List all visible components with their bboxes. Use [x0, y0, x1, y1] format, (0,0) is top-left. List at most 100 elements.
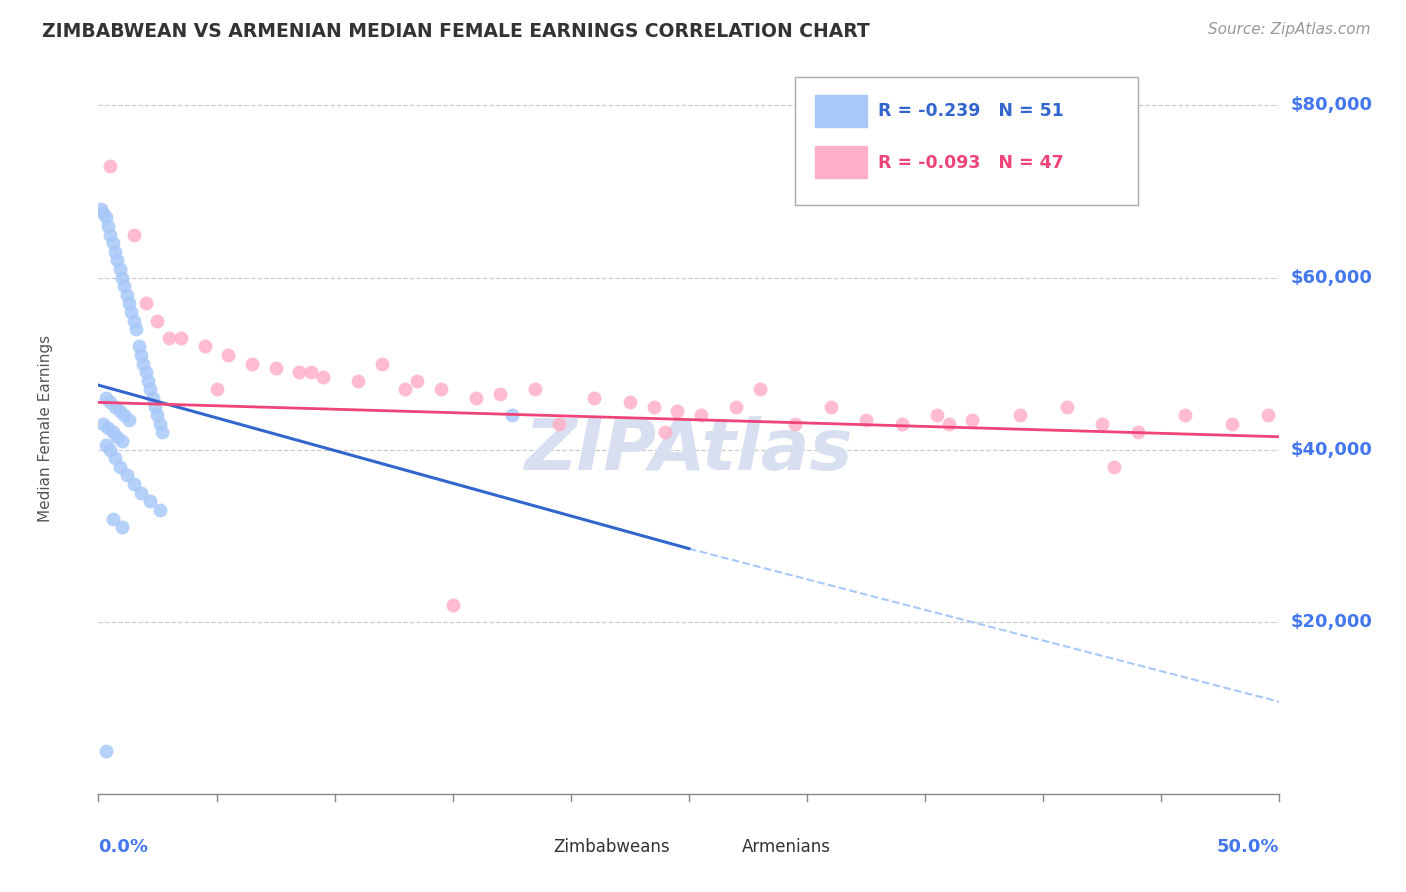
Point: [394, 383, 416, 397]
Point: [128, 339, 150, 353]
Point: [264, 360, 287, 375]
Point: [118, 296, 141, 310]
Point: [299, 365, 322, 379]
Point: [91, 206, 114, 220]
Point: [619, 395, 641, 409]
Point: [101, 236, 124, 251]
Text: 0.0%: 0.0%: [98, 838, 149, 855]
Point: [1091, 417, 1114, 431]
Text: 50.0%: 50.0%: [1218, 838, 1279, 855]
Point: [430, 383, 453, 397]
Point: [112, 409, 135, 423]
Point: [1126, 425, 1149, 440]
Point: [132, 357, 155, 371]
Point: [288, 365, 311, 379]
Point: [1220, 417, 1243, 431]
Point: [104, 244, 127, 259]
Point: [371, 357, 394, 371]
Point: [142, 391, 165, 405]
Point: [139, 383, 162, 397]
Point: [217, 348, 239, 362]
Text: $60,000: $60,000: [1291, 268, 1372, 286]
Point: [855, 412, 877, 426]
Point: [129, 485, 152, 500]
Point: [108, 404, 131, 418]
Point: [1056, 400, 1078, 414]
Point: [98, 159, 121, 173]
Point: [115, 287, 138, 301]
Point: [136, 374, 159, 388]
Point: [108, 262, 131, 277]
Point: [98, 227, 121, 242]
Point: [501, 409, 523, 423]
Point: [129, 348, 152, 362]
Point: [108, 459, 131, 474]
Point: [105, 253, 128, 268]
Point: [149, 417, 172, 431]
Point: [170, 331, 193, 345]
Point: [150, 425, 173, 440]
Point: [1102, 459, 1125, 474]
FancyBboxPatch shape: [704, 837, 738, 857]
Point: [94, 391, 117, 405]
Point: [111, 434, 134, 448]
Point: [725, 400, 748, 414]
Point: [938, 417, 960, 431]
Text: $80,000: $80,000: [1291, 96, 1372, 114]
Point: [90, 202, 112, 216]
Point: [105, 430, 128, 444]
Point: [101, 425, 124, 440]
Point: [643, 400, 665, 414]
Text: Median Female Earnings: Median Female Earnings: [38, 334, 53, 522]
Text: ZIPAtlas: ZIPAtlas: [524, 416, 853, 484]
Point: [97, 219, 120, 233]
Point: [104, 400, 127, 414]
Point: [157, 331, 180, 345]
Point: [240, 357, 263, 371]
Point: [654, 425, 676, 440]
Text: Source: ZipAtlas.com: Source: ZipAtlas.com: [1208, 22, 1371, 37]
Text: ZIMBABWEAN VS ARMENIAN MEDIAN FEMALE EARNINGS CORRELATION CHART: ZIMBABWEAN VS ARMENIAN MEDIAN FEMALE EAR…: [42, 22, 870, 41]
Point: [98, 442, 121, 457]
Point: [149, 503, 172, 517]
Text: R = -0.093   N = 47: R = -0.093 N = 47: [877, 153, 1063, 171]
Point: [1257, 409, 1279, 423]
Point: [489, 386, 512, 401]
Point: [689, 409, 711, 423]
FancyBboxPatch shape: [796, 77, 1137, 205]
Point: [820, 400, 842, 414]
Point: [94, 438, 117, 452]
Point: [666, 404, 689, 418]
Point: [98, 395, 121, 409]
Point: [104, 451, 127, 466]
Point: [524, 383, 547, 397]
Point: [194, 339, 217, 353]
Point: [441, 598, 464, 612]
Point: [94, 744, 117, 758]
Point: [925, 409, 948, 423]
Point: [548, 417, 571, 431]
Point: [125, 322, 148, 336]
Point: [785, 417, 807, 431]
FancyBboxPatch shape: [815, 145, 868, 178]
Point: [122, 227, 145, 242]
Text: Zimbabweans: Zimbabweans: [553, 838, 669, 856]
Point: [115, 468, 138, 483]
Point: [1174, 409, 1197, 423]
Point: [111, 520, 134, 534]
Point: [205, 383, 228, 397]
Point: [121, 305, 143, 319]
Point: [347, 374, 370, 388]
Point: [748, 383, 770, 397]
Text: $40,000: $40,000: [1291, 441, 1372, 458]
Text: R = -0.239   N = 51: R = -0.239 N = 51: [877, 103, 1064, 120]
FancyBboxPatch shape: [815, 95, 868, 127]
Point: [135, 365, 157, 379]
Point: [94, 211, 117, 225]
Point: [91, 417, 114, 431]
Point: [122, 313, 145, 327]
Point: [962, 412, 984, 426]
Text: $20,000: $20,000: [1291, 613, 1372, 631]
Point: [1008, 409, 1031, 423]
Point: [122, 477, 145, 491]
